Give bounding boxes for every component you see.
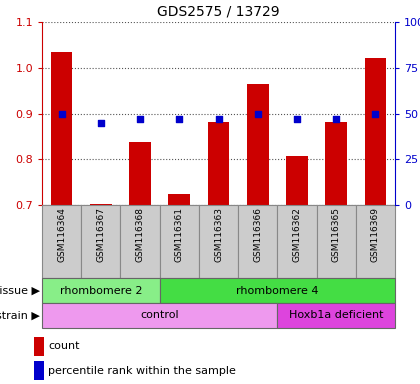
Text: GSM116368: GSM116368 xyxy=(136,207,144,262)
Bar xyxy=(356,205,395,278)
Point xyxy=(215,116,222,122)
Bar xyxy=(51,52,72,205)
Title: GDS2575 / 13729: GDS2575 / 13729 xyxy=(157,4,280,18)
Text: rhombomere 2: rhombomere 2 xyxy=(60,285,142,296)
Bar xyxy=(42,278,160,303)
Text: tissue ▶: tissue ▶ xyxy=(0,285,40,296)
Text: percentile rank within the sample: percentile rank within the sample xyxy=(48,366,236,376)
Bar xyxy=(121,205,160,278)
Bar xyxy=(129,142,151,205)
Bar xyxy=(168,194,190,205)
Point xyxy=(294,116,300,122)
Text: GSM116363: GSM116363 xyxy=(214,207,223,262)
Bar xyxy=(160,205,199,278)
Bar xyxy=(90,204,112,205)
Text: control: control xyxy=(140,311,179,321)
Text: GSM116364: GSM116364 xyxy=(57,207,66,262)
Point xyxy=(97,119,104,126)
Bar xyxy=(42,303,277,328)
Bar xyxy=(42,205,81,278)
Bar xyxy=(286,156,308,205)
Text: GSM116361: GSM116361 xyxy=(175,207,184,262)
Bar xyxy=(277,303,395,328)
Text: GSM116365: GSM116365 xyxy=(332,207,341,262)
Text: GSM116366: GSM116366 xyxy=(253,207,262,262)
Text: Hoxb1a deficient: Hoxb1a deficient xyxy=(289,311,383,321)
Bar xyxy=(238,205,277,278)
Bar xyxy=(160,278,395,303)
Text: GSM116369: GSM116369 xyxy=(371,207,380,262)
Bar xyxy=(199,205,238,278)
Point xyxy=(136,116,143,122)
Bar xyxy=(317,205,356,278)
Point xyxy=(255,111,261,117)
Text: rhombomere 4: rhombomere 4 xyxy=(236,285,319,296)
Bar xyxy=(277,205,317,278)
Point xyxy=(333,116,339,122)
Point xyxy=(58,111,65,117)
Text: strain ▶: strain ▶ xyxy=(0,311,40,321)
Text: GSM116367: GSM116367 xyxy=(96,207,105,262)
Bar xyxy=(365,58,386,205)
Bar xyxy=(326,122,347,205)
Bar xyxy=(208,122,229,205)
Bar xyxy=(247,84,268,205)
Point xyxy=(372,111,379,117)
Bar xyxy=(34,337,44,356)
Point xyxy=(176,116,183,122)
Bar xyxy=(34,361,44,380)
Text: GSM116362: GSM116362 xyxy=(292,207,302,262)
Bar xyxy=(81,205,121,278)
Text: count: count xyxy=(48,341,80,351)
